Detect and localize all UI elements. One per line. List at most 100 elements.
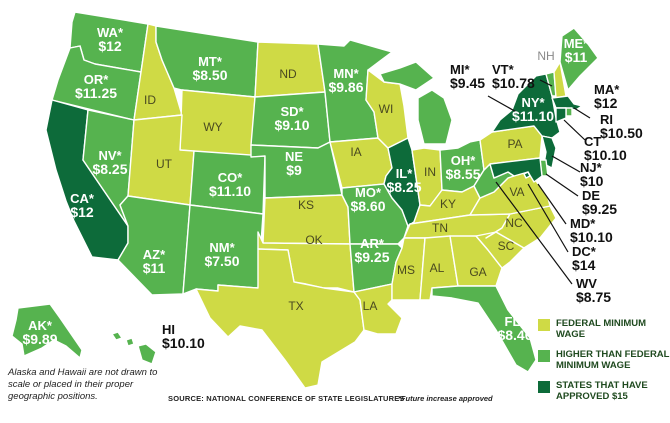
- legend-label-approved15: STATES THAT HAVE APPROVED $15: [556, 380, 648, 402]
- label-or-abbr: OR*: [84, 72, 110, 87]
- legend-label-higher: HIGHER THAN FEDERAL MINIMUM WAGE: [556, 349, 670, 371]
- label-nv-abbr: NV*: [98, 148, 122, 163]
- label-wy-abbr: WY: [203, 120, 222, 134]
- label-wv-abbr: WV: [576, 276, 597, 291]
- label-la-abbr: LA: [363, 299, 378, 313]
- label-ms-abbr: MS: [397, 263, 415, 277]
- label-de-wage: $9.25: [582, 201, 617, 217]
- label-mo-wage: $8.60: [350, 198, 385, 214]
- label-nd-abbr: ND: [279, 67, 297, 81]
- label-az-abbr: AZ*: [143, 247, 166, 262]
- label-sc-abbr: SC: [498, 239, 515, 253]
- label-ct-wage: $10.10: [584, 147, 627, 163]
- label-fl-abbr: FL*: [505, 314, 527, 329]
- label-md-abbr: MD*: [570, 216, 596, 231]
- state-dc[interactable]: [523, 171, 531, 179]
- label-or-wage: $11.25: [75, 85, 117, 101]
- label-nc-abbr: NC: [505, 216, 523, 230]
- label-ne-abbr: NE: [285, 149, 303, 164]
- label-ar-abbr: AR*: [360, 236, 385, 251]
- label-in-abbr: IN: [424, 165, 436, 179]
- label-md-wage: $10.10: [570, 229, 613, 245]
- label-ky-abbr: KY: [440, 197, 456, 211]
- state-az[interactable]: [117, 195, 191, 296]
- legend-swatch-higher: [538, 350, 550, 362]
- label-dc-wage: $14: [572, 257, 596, 273]
- label-oh-abbr: OH*: [451, 153, 477, 168]
- label-nm-abbr: NM*: [209, 240, 235, 255]
- label-mi-wage: $9.45: [450, 75, 485, 91]
- label-mn-wage: $9.86: [328, 79, 363, 95]
- label-co-wage: $11.10: [209, 183, 251, 199]
- label-oh-wage: $8.55: [445, 166, 480, 182]
- label-ny-abbr: NY*: [521, 95, 545, 110]
- state-il[interactable]: [383, 137, 421, 227]
- legend-label-federal: FEDERAL MINIMUM WAGE: [556, 318, 647, 340]
- label-ca-wage: $12: [70, 204, 94, 220]
- label-sd-abbr: SD*: [280, 104, 304, 119]
- label-ca-abbr: CA*: [70, 191, 95, 206]
- label-sd-wage: $9.10: [274, 117, 309, 133]
- label-pa-abbr: PA: [507, 137, 522, 151]
- label-nv-wage: $8.25: [92, 161, 127, 177]
- label-id-abbr: ID: [144, 93, 156, 107]
- label-tx-abbr: TX: [288, 299, 303, 313]
- label-tn-abbr: TN: [432, 221, 448, 235]
- label-nm-wage: $7.50: [204, 253, 239, 269]
- state-nc[interactable]: [485, 205, 557, 249]
- label-mt-abbr: MT*: [198, 54, 223, 69]
- legend-swatch-approved15: [538, 381, 550, 393]
- label-ne-wage: $9: [286, 162, 302, 178]
- label-ct-abbr: CT: [584, 134, 601, 149]
- legend-item-higher: HIGHER THAN FEDERAL MINIMUM WAGE: [538, 349, 670, 371]
- state-ak[interactable]: [11, 303, 83, 359]
- label-nj-abbr: NJ*: [580, 160, 603, 175]
- leader-lines: [487, 79, 591, 285]
- legend-item-approved15: STATES THAT HAVE APPROVED $15: [538, 380, 670, 402]
- label-il-abbr: IL*: [396, 166, 414, 181]
- label-ar-wage: $9.25: [354, 249, 389, 265]
- alaska-hawaii-note: Alaska and Hawaii are not drawn to scale…: [8, 367, 158, 402]
- label-ia-abbr: IA: [350, 145, 361, 159]
- state-tx[interactable]: [195, 248, 365, 389]
- label-me-abbr: ME*: [564, 36, 590, 51]
- label-dc-abbr: DC*: [572, 244, 597, 259]
- label-ks-abbr: KS: [298, 198, 314, 212]
- label-vt-wage: $10.78: [492, 75, 535, 91]
- state-me[interactable]: [559, 27, 599, 91]
- label-nh-abbr: NH: [537, 49, 554, 63]
- label-co-abbr: CO*: [218, 170, 244, 185]
- label-ut-abbr: UT: [156, 157, 173, 171]
- label-de-abbr: DE: [582, 188, 600, 203]
- state-ri[interactable]: [565, 107, 573, 117]
- label-vt-abbr: VT*: [492, 62, 515, 77]
- label-il-wage: $8.25: [386, 179, 421, 195]
- label-nj-wage: $10: [580, 173, 604, 189]
- label-ri-wage: $10.50: [600, 125, 643, 141]
- legend: FEDERAL MINIMUM WAGE HIGHER THAN FEDERAL…: [538, 318, 670, 411]
- state-hi[interactable]: [111, 331, 157, 365]
- label-ma-abbr: MA*: [594, 82, 620, 97]
- label-me-wage: $11: [565, 49, 588, 65]
- label-ak-wage: $9.89: [22, 331, 57, 347]
- label-al-abbr: AL: [430, 261, 445, 275]
- label-mo-abbr: MO*: [355, 185, 382, 200]
- state-ct[interactable]: [555, 107, 567, 123]
- legend-swatch-federal: [538, 319, 550, 331]
- label-fl-wage: $8.46: [497, 327, 532, 343]
- label-ok-abbr: OK: [305, 233, 322, 247]
- state-mi[interactable]: [379, 61, 453, 145]
- label-hi-wage: $10.10: [162, 335, 205, 351]
- label-ma-wage: $12: [594, 95, 618, 111]
- state-fl[interactable]: [431, 285, 537, 373]
- label-ga-abbr: GA: [469, 265, 486, 279]
- legend-item-federal: FEDERAL MINIMUM WAGE: [538, 318, 670, 340]
- label-mi-abbr: MI*: [450, 62, 470, 77]
- label-ri-abbr: RI: [600, 112, 613, 127]
- label-wv-wage: $8.75: [576, 289, 611, 305]
- label-wa-wage: $12: [98, 38, 122, 54]
- label-wi-abbr: WI: [379, 102, 394, 116]
- label-ak-abbr: AK*: [28, 318, 53, 333]
